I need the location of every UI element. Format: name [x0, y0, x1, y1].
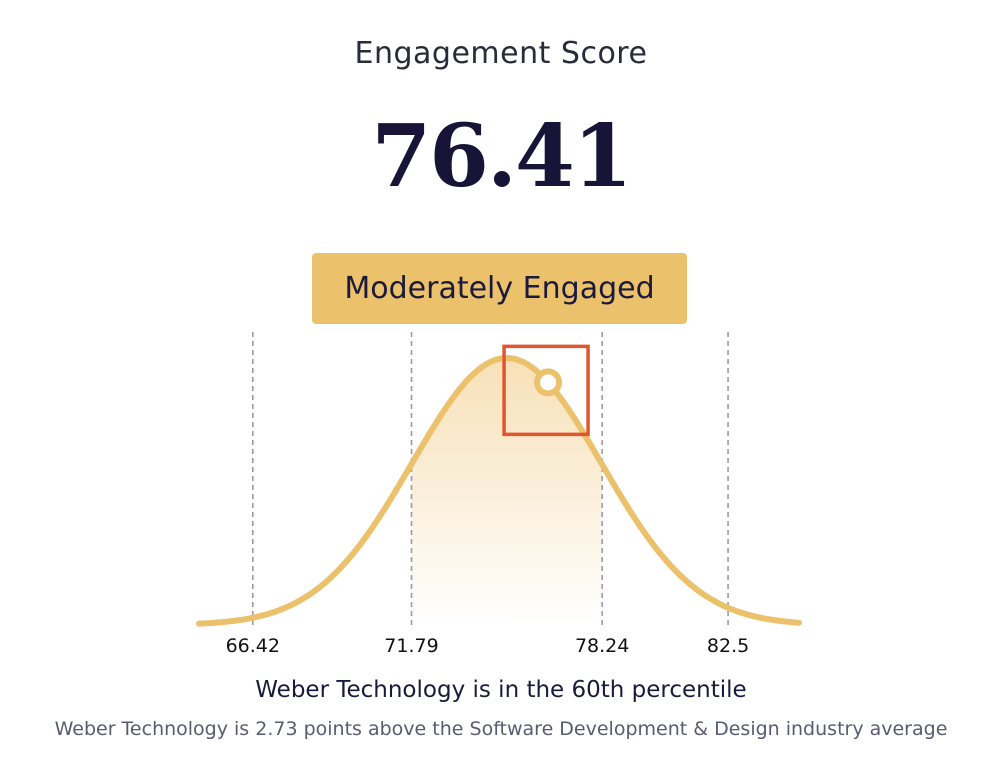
tick-label: 82.5	[707, 635, 749, 657]
score-value: 76.41	[371, 106, 632, 207]
tick-label: 66.42	[226, 635, 280, 657]
highlight-box	[502, 344, 590, 437]
percentile-text: Weber Technology is in the 60th percenti…	[255, 677, 747, 703]
chart-title: Engagement Score	[354, 36, 648, 71]
tick-label: 78.24	[575, 635, 629, 657]
shaded-area	[411, 358, 603, 625]
distribution-curve	[196, 355, 802, 627]
tick-label: 71.79	[384, 635, 438, 657]
engagement-level-badge: Moderately Engaged	[312, 253, 687, 324]
industry-comparison-text: Weber Technology is 2.73 points above th…	[54, 718, 948, 740]
current-value-point	[534, 368, 563, 397]
